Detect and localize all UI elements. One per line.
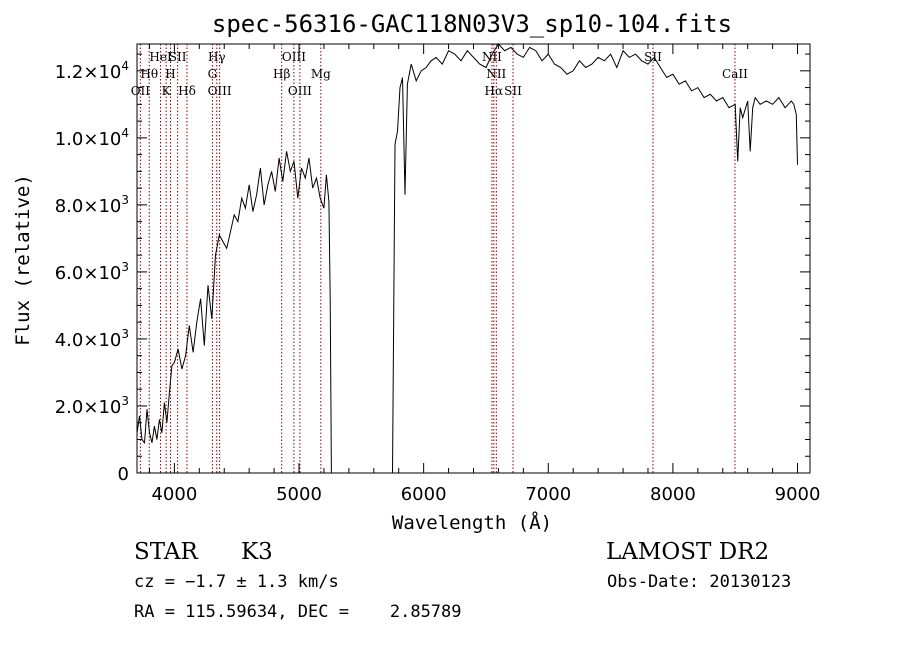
- spectral-line-label: G: [208, 67, 218, 81]
- y-axis-ticks: 0 2.0×103 4.0×103 6.0×103 8.0×103 1.0×104 1.2×…: [55, 53, 810, 485]
- spectral-line-label: NII: [486, 67, 506, 81]
- plot-frame: [136, 43, 811, 474]
- spectral-line-labels: OII Hθ HeI KH SII Hδ G Hγ OIII Hβ OIII OIII Mg NII Hα N…: [131, 50, 748, 98]
- spectral-line-label: Hδ: [178, 84, 196, 98]
- object-class: STAR: [134, 539, 198, 565]
- coordinates-readout: RA = 115.59634, DEC = 2.85789: [134, 602, 462, 622]
- x-tick-label: 9000: [775, 484, 821, 505]
- y-tick-label: 2.0×103: [55, 394, 129, 418]
- spectral-line-label: OIII: [208, 84, 232, 98]
- object-subclass: K3: [241, 539, 273, 565]
- spectral-line-label: Mg: [311, 67, 331, 81]
- x-tick-label: 7000: [525, 484, 571, 505]
- spectral-line-label: SII: [504, 84, 522, 98]
- spectral-line-label: H: [165, 67, 175, 81]
- chart-title: spec-56316-GAC118N03V3_sp10-104.fits: [212, 10, 732, 38]
- spectral-line-label: SII: [644, 50, 662, 64]
- spectral-line-label: CaII: [722, 67, 748, 81]
- spectrum-series-line: [136, 43, 798, 474]
- spectral-line-label: OIII: [288, 84, 312, 98]
- y-tick-label: 4.0×103: [55, 327, 129, 351]
- spectral-line-label: HeI: [149, 50, 172, 64]
- spectral-line-label: SII: [169, 50, 187, 64]
- spectral-line-label: NII: [482, 50, 502, 64]
- survey-name: LAMOST DR2: [606, 539, 770, 565]
- y-tick-label: 1.0×104: [55, 126, 129, 150]
- x-tick-label: 5000: [276, 484, 322, 505]
- x-axis-label: Wavelength (Å): [392, 511, 552, 534]
- y-tick-label: 0: [118, 464, 129, 485]
- x-tick-label: 4000: [151, 484, 197, 505]
- spectral-line-label: K: [162, 84, 172, 98]
- x-tick-label: 8000: [650, 484, 696, 505]
- spectral-line-label: Hθ: [140, 67, 158, 81]
- spectral-line-markers: [139, 44, 736, 473]
- redshift-readout: cz = −1.7 ± 1.3 km/s: [134, 572, 339, 592]
- spectral-line-label: Hβ: [273, 67, 290, 81]
- y-tick-label: 1.2×104: [55, 59, 129, 83]
- spectral-line-label: Hγ: [208, 50, 226, 64]
- spectral-line-label: OII: [131, 84, 151, 98]
- observation-date: Obs-Date: 20130123: [607, 572, 792, 592]
- spectral-line-label: Hα: [485, 84, 504, 98]
- y-tick-label: 6.0×103: [55, 260, 129, 284]
- spectral-line-label: OIII: [282, 50, 306, 64]
- y-axis-label: Flux (relative): [12, 174, 34, 346]
- y-tick-label: 8.0×103: [55, 193, 129, 217]
- x-axis-ticks: 4000 5000 6000 7000 8000 9000: [148, 44, 821, 505]
- x-tick-label: 6000: [401, 484, 447, 505]
